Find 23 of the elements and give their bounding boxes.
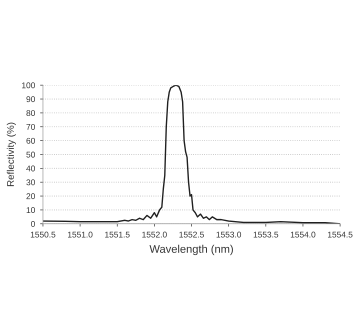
y-tick-label: 50 bbox=[26, 152, 35, 158]
x-tick-label: 1552.5 bbox=[179, 232, 204, 238]
x-tick-label: 1551.5 bbox=[105, 232, 130, 238]
y-tick-label: 80 bbox=[26, 110, 35, 116]
y-tick-label: 60 bbox=[26, 138, 35, 144]
y-tick-label: 100 bbox=[22, 82, 35, 88]
y-tick-label: 70 bbox=[26, 124, 35, 130]
x-tick-label: 1551.0 bbox=[68, 232, 93, 238]
x-tick-label: 1550.5 bbox=[30, 232, 56, 238]
y-tick-label: 30 bbox=[26, 179, 35, 186]
y-tick-label: 20 bbox=[26, 193, 35, 200]
x-tick-label: 1553.5 bbox=[254, 232, 278, 238]
y-tick-label: 90 bbox=[26, 96, 35, 102]
y-tick-label: 0 bbox=[31, 220, 35, 227]
x-tick-label: 1553.0 bbox=[216, 232, 242, 238]
x-tick-label: 1552.0 bbox=[142, 232, 167, 238]
y-tick-label: 10 bbox=[26, 207, 35, 214]
x-tick-label: 1554.0 bbox=[290, 232, 316, 238]
line-series bbox=[42, 85, 340, 224]
x-tick-label: 1554.5 bbox=[328, 232, 352, 238]
x-axis-title: Wavelength (nm) bbox=[149, 244, 233, 256]
y-tick-label: 40 bbox=[26, 166, 35, 172]
y-axis-title: Reflectivity (%) bbox=[6, 122, 16, 186]
